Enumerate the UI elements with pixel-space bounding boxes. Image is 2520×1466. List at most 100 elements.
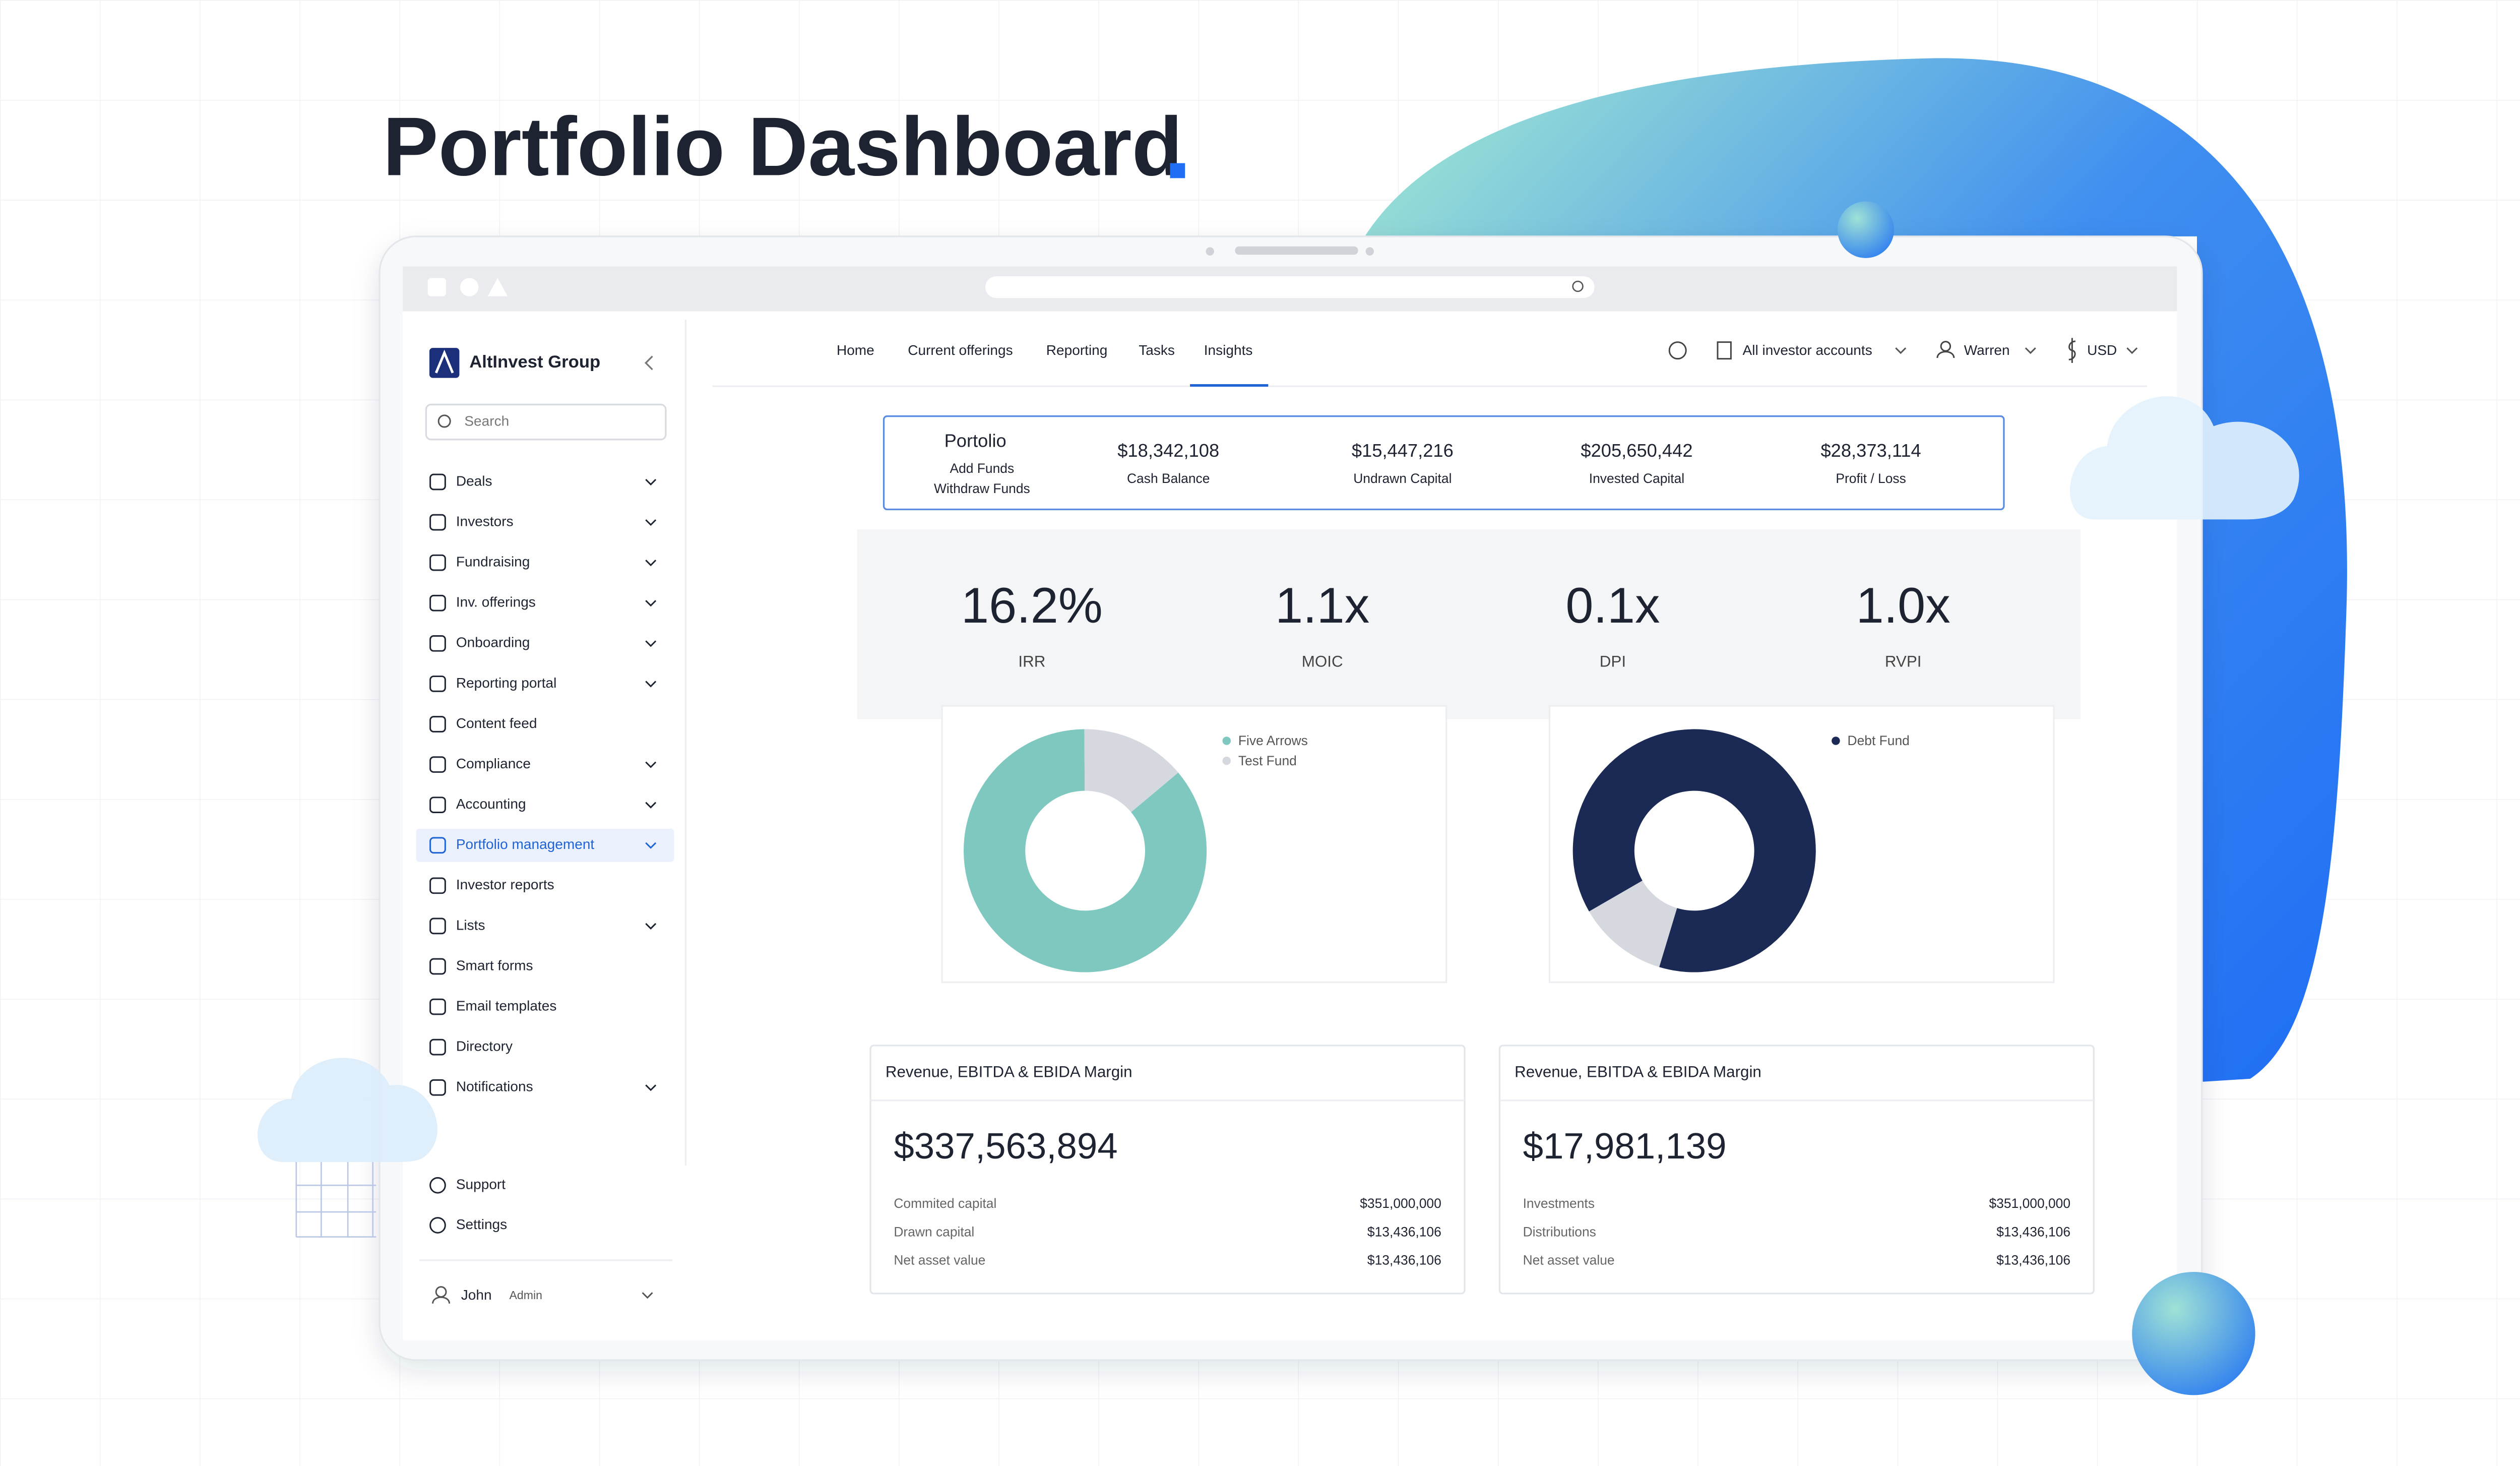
portfolio-summary (883, 415, 2005, 511)
menu-item[interactable]: Investors (456, 514, 514, 529)
legend-swatch (1832, 737, 1840, 745)
chevron-icon (645, 1084, 657, 1091)
browser-icon (460, 278, 479, 296)
decor-sphere (1837, 201, 1895, 258)
menu-icon (429, 1217, 446, 1234)
menu-item[interactable]: Email templates (456, 998, 557, 1013)
metric-value: 1.0x (1856, 577, 1950, 633)
menu-icon (429, 514, 446, 531)
chevron-icon (645, 842, 657, 849)
card-row-value: $13,436,106 (1367, 1224, 1441, 1239)
menu-item[interactable]: Content feed (456, 715, 537, 731)
decor-sphere (2132, 1271, 2255, 1395)
chevron-icon (645, 802, 657, 809)
menu-icon (429, 635, 446, 652)
card-value: $17,981,139 (1523, 1126, 1727, 1167)
menu-item[interactable]: Portfolio management (456, 836, 595, 852)
menu-item[interactable]: Settings (456, 1216, 507, 1232)
menu-icon (429, 756, 446, 773)
nav-link[interactable]: Tasks (1139, 342, 1175, 358)
brand-logo-mark (434, 349, 454, 374)
menu-item[interactable]: Compliance (456, 756, 531, 771)
user-selector[interactable]: Warren (1964, 342, 2010, 358)
menu-item[interactable]: Directory (456, 1039, 513, 1054)
nav-link[interactable]: Current offerings (908, 342, 1013, 358)
menu-icon (429, 797, 446, 814)
decor-cloud (258, 1058, 437, 1163)
stat-label: Cash Balance (1127, 471, 1210, 486)
decor-blob (1364, 58, 2347, 1082)
portfolio-action[interactable]: Withdraw Funds (934, 481, 1030, 496)
metric-label: DPI (1600, 653, 1626, 670)
legend-swatch (1222, 756, 1231, 765)
menu-item[interactable]: Reporting portal (456, 675, 557, 691)
card-title: Revenue, EBITDA & EBIDA Margin (886, 1063, 1132, 1081)
collapse-icon (644, 355, 653, 371)
menu-item[interactable]: Lists (456, 917, 485, 933)
accounts-selector[interactable]: All investor accounts (1743, 342, 1872, 358)
chevron-icon (1895, 347, 1907, 354)
currency-selector[interactable]: USD (2087, 342, 2117, 358)
donut-slice (1589, 880, 1677, 967)
card-row-value: $13,436,106 (1996, 1224, 2070, 1239)
metric-value: 0.1x (1565, 577, 1660, 633)
card-row-label: Drawn capital (894, 1224, 974, 1239)
stat-value: $18,342,108 (1117, 440, 1219, 461)
card-row-label: Commited capital (894, 1196, 996, 1211)
menu-icon (429, 1039, 446, 1056)
nav-link[interactable]: Insights (1204, 342, 1253, 358)
card-row-label: Net asset value (894, 1252, 985, 1267)
menu-icon (429, 716, 446, 732)
brand-name: AltInvest Group (469, 352, 600, 372)
chevron-icon (645, 681, 657, 688)
decor-grid (295, 1162, 376, 1238)
menu-item[interactable]: Investor reports (456, 877, 554, 892)
donut-slice (1084, 729, 1178, 813)
menu-icon (429, 918, 446, 935)
stat-label: Undrawn Capital (1353, 471, 1452, 486)
building-icon (1717, 341, 1732, 360)
device-dot (1206, 247, 1215, 256)
chevron-icon (645, 600, 657, 607)
card-row-label: Distributions (1523, 1224, 1596, 1239)
portfolio-action[interactable]: Add Funds (950, 461, 1014, 476)
menu-item[interactable]: Deals (456, 473, 492, 488)
currency-icon (2068, 338, 2076, 363)
legend-label: Test Fund (1238, 753, 1297, 768)
stat-value: $15,447,216 (1352, 440, 1454, 461)
search-box[interactable] (425, 403, 667, 441)
user-icon (1936, 351, 1955, 358)
menu-item[interactable]: Support (456, 1177, 506, 1192)
stat-label: Profit / Loss (1836, 471, 1906, 486)
menu-item[interactable]: Inv. offerings (456, 594, 536, 610)
chevron-icon (645, 560, 657, 567)
address-bar[interactable] (985, 276, 1595, 298)
menu-item[interactable]: Notifications (456, 1079, 533, 1094)
nav-link[interactable]: Reporting (1046, 342, 1108, 358)
menu-item[interactable]: Fundraising (456, 554, 530, 570)
metric-label: RVPI (1885, 653, 1922, 670)
menu-item[interactable]: Onboarding (456, 635, 530, 650)
globe-icon[interactable] (1668, 341, 1687, 360)
nav-link[interactable]: Home (837, 342, 874, 358)
card-row-value: $351,000,000 (1360, 1196, 1441, 1211)
search-placeholder: Search (464, 413, 509, 429)
decor-cloud (2070, 396, 2299, 520)
card-title: Revenue, EBITDA & EBIDA Margin (1515, 1063, 1761, 1081)
stat-label: Invested Capital (1589, 471, 1684, 486)
menu-item-active (416, 828, 674, 862)
user-menu[interactable] (419, 1276, 669, 1314)
search-icon (1572, 280, 1584, 292)
user-icon (1940, 341, 1951, 352)
menu-item[interactable]: Smart forms (456, 957, 533, 973)
menu-item[interactable]: Accounting (456, 796, 526, 812)
card-row-label: Investments (1523, 1196, 1595, 1211)
menu-icon (429, 473, 446, 491)
menu-icon (429, 554, 446, 571)
chevron-icon (642, 1292, 653, 1299)
summary-card (869, 1045, 1466, 1295)
menu-icon (429, 676, 446, 692)
page-title: Portfolio Dashboard (383, 100, 1183, 193)
metric-label: IRR (1018, 653, 1045, 670)
